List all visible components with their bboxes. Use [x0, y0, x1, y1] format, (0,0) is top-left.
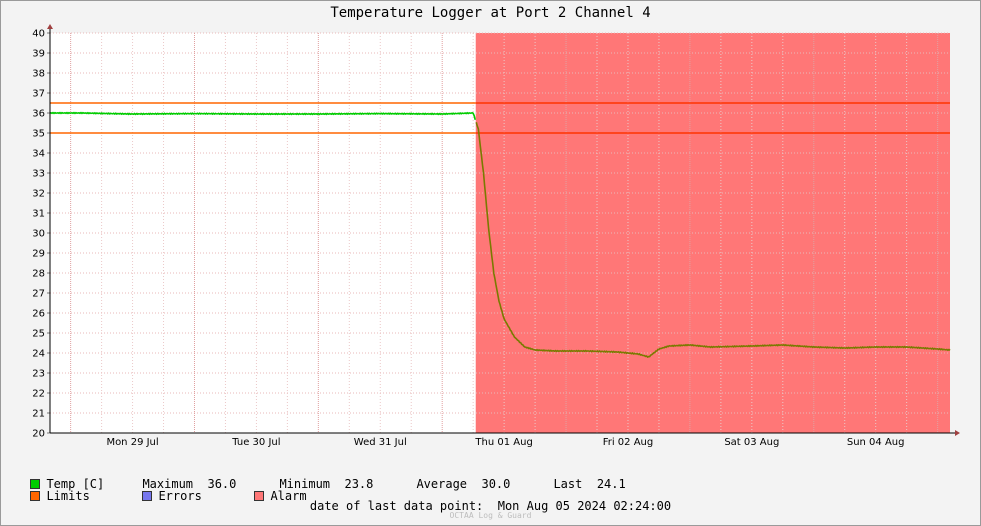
stat-average: Average 30.0 [416, 477, 553, 491]
y-tick-label: 30 [32, 229, 45, 240]
y-tick-label: 37 [32, 89, 45, 100]
y-tick-label: 40 [32, 29, 45, 40]
limits-swatch [30, 491, 41, 501]
y-tick-label: 27 [32, 289, 45, 300]
y-tick-label: 31 [32, 209, 45, 220]
y-tick-label: 23 [32, 369, 45, 380]
watermark: OCTAA Log & Guard [449, 511, 532, 520]
legend-item-temp: Temp [C] [30, 477, 142, 491]
x-tick-label: Sun 04 Aug [847, 437, 905, 448]
x-tick-label: Fri 02 Aug [603, 437, 654, 448]
legend-item-alarm: Alarm [254, 489, 307, 503]
y-tick-label: 36 [32, 109, 45, 120]
y-tick-label: 33 [32, 169, 45, 180]
chart-title: Temperature Logger at Port 2 Channel 4 [330, 5, 651, 21]
temp-series-line-alarm [475, 122, 951, 359]
y-tick-label: 24 [32, 349, 45, 360]
y-tick-label: 34 [32, 149, 45, 160]
stat-last: Last 24.1 [553, 477, 625, 491]
stat-maximum: Maximum 36.0 [142, 477, 279, 491]
temp-swatch [30, 479, 41, 489]
last-value: 24.1 [596, 477, 626, 491]
limits-legend-label: Limits [46, 489, 90, 503]
legend-row-2: Limits Errors Alarm [16, 475, 307, 503]
y-tick-label: 22 [32, 389, 45, 400]
y-tick-label: 35 [32, 129, 45, 140]
temp-series-line [49, 111, 477, 120]
y-tick-label: 20 [32, 429, 45, 440]
y-tick-label: 29 [32, 249, 45, 260]
y-tick-label: 26 [32, 309, 45, 320]
legend-item-errors: Errors [142, 489, 254, 503]
y-tick-label: 25 [32, 329, 45, 340]
errors-swatch [142, 491, 153, 501]
legend-row-1: Temp [C] Maximum 36.0 Minimum 23.8 Average … [16, 463, 626, 491]
minimum-label: Minimum [279, 477, 331, 491]
last-point-value: Mon Aug 05 2024 02:24:00 [497, 499, 672, 513]
x-tick-label: Wed 31 Jul [354, 437, 407, 448]
x-tick-label: Thu 01 Aug [474, 437, 532, 448]
y-tick-label: 28 [32, 269, 45, 280]
minimum-value: 23.8 [344, 477, 374, 491]
stat-minimum: Minimum 23.8 [279, 477, 416, 491]
x-tick-label: Mon 29 Jul [106, 437, 158, 448]
y-axis-arrow [47, 24, 53, 29]
average-label: Average [416, 477, 468, 491]
temp-legend-label: Temp [C] [46, 477, 105, 491]
x-tick-label: Sat 03 Aug [724, 437, 779, 448]
last-point-label: date of last data point: [309, 499, 484, 513]
alarm-swatch [254, 491, 265, 501]
last-data-point: date of last data point: Mon Aug 05 2024… [0, 499, 981, 513]
maximum-label: Maximum [142, 477, 194, 491]
x-axis-arrow [955, 430, 960, 436]
errors-legend-label: Errors [158, 489, 202, 503]
last-label: Last [553, 477, 583, 491]
y-tick-label: 39 [32, 49, 45, 60]
x-tick-label: Tue 30 Jul [231, 437, 280, 448]
y-tick-label: 32 [32, 189, 45, 200]
legend-item-limits: Limits [30, 489, 142, 503]
y-tick-label: 38 [32, 69, 45, 80]
y-tick-label: 21 [32, 409, 45, 420]
average-value: 30.0 [481, 477, 511, 491]
alarm-legend-label: Alarm [270, 489, 307, 503]
maximum-value: 36.0 [207, 477, 237, 491]
